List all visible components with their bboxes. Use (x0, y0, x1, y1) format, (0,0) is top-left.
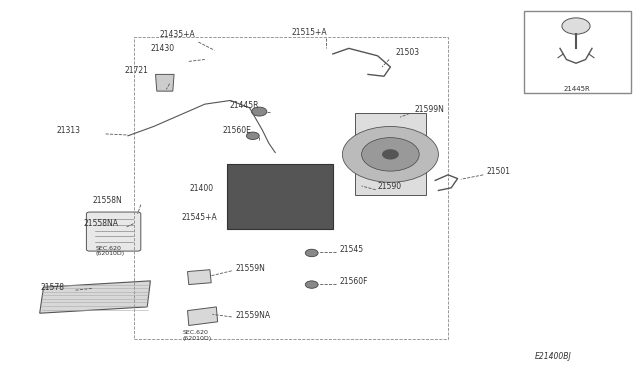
Text: 21721: 21721 (125, 66, 148, 75)
Polygon shape (40, 281, 150, 313)
Circle shape (246, 132, 259, 140)
Text: 21445R: 21445R (564, 86, 591, 92)
Text: 21558N: 21558N (93, 196, 122, 205)
Circle shape (383, 150, 398, 159)
Text: 21400: 21400 (189, 184, 214, 193)
Text: 21559NA: 21559NA (236, 311, 271, 320)
Bar (355, 113, 426, 195)
Text: 21599N: 21599N (415, 105, 445, 114)
Circle shape (305, 249, 318, 257)
Text: 21503: 21503 (396, 48, 420, 57)
Circle shape (252, 107, 267, 116)
Circle shape (305, 281, 318, 288)
Text: E21400BJ: E21400BJ (534, 352, 571, 361)
Text: 21590: 21590 (378, 182, 402, 191)
Text: 21435+A: 21435+A (160, 30, 196, 39)
FancyBboxPatch shape (86, 212, 141, 251)
Text: 21313: 21313 (56, 126, 81, 135)
Circle shape (562, 18, 590, 34)
Text: 21545: 21545 (339, 246, 364, 254)
Text: 21560E: 21560E (223, 126, 252, 135)
Polygon shape (188, 270, 211, 285)
Text: SEC.620
(62010D): SEC.620 (62010D) (182, 330, 212, 341)
Text: 21445R: 21445R (229, 101, 259, 110)
Text: 21515+A: 21515+A (291, 28, 327, 37)
Text: 21558NA: 21558NA (83, 219, 118, 228)
Circle shape (342, 126, 438, 182)
Text: 21430: 21430 (150, 44, 175, 53)
Text: 21560F: 21560F (339, 277, 368, 286)
Polygon shape (188, 307, 218, 326)
Polygon shape (156, 74, 174, 91)
Circle shape (362, 138, 419, 171)
Text: SEC.620
(62010D): SEC.620 (62010D) (96, 246, 125, 257)
Bar (227, 164, 333, 229)
Text: 21501: 21501 (486, 167, 511, 176)
Bar (524, 11, 631, 93)
Bar (134, 37, 448, 339)
Text: 21559N: 21559N (236, 264, 266, 273)
Text: 21545+A: 21545+A (181, 213, 217, 222)
Text: 21578: 21578 (40, 283, 64, 292)
